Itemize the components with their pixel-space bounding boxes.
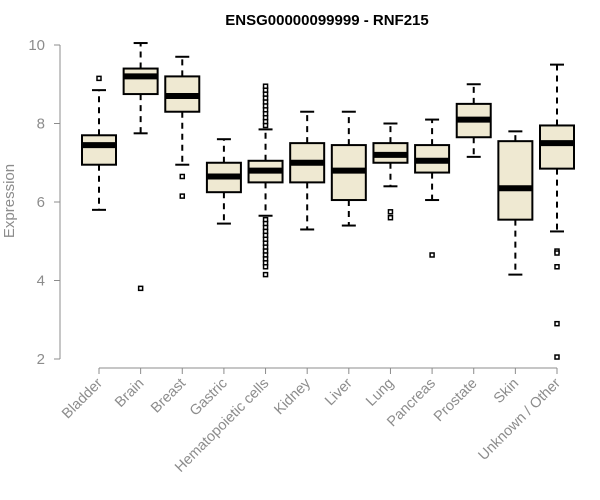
outlier-point: [429, 252, 435, 258]
box-skin: [497, 130, 534, 276]
x-tick-label: Bladder: [59, 375, 106, 422]
outlier-point: [387, 214, 394, 221]
x-tick-label: Prostate: [431, 376, 480, 425]
outlier-point: [179, 173, 186, 180]
box-hematopoietic-cells: [247, 83, 284, 278]
box-iqr: [81, 134, 117, 166]
outlier-point: [262, 271, 269, 278]
outlier-point: [179, 193, 186, 199]
y-tick-label: 10: [28, 37, 45, 54]
box-lung: [372, 122, 409, 221]
chart-title: ENSG00000099999 - RNF215: [225, 12, 428, 29]
outlier-point: [96, 75, 102, 82]
x-tick-label: Kidney: [271, 375, 314, 418]
y-tick-label: 4: [37, 273, 45, 290]
x-tick-label: Brain: [112, 376, 147, 411]
outlier-point: [554, 264, 560, 270]
box-prostate: [455, 83, 492, 158]
y-tick-label: 6: [37, 194, 45, 211]
outlier-point: [262, 83, 269, 89]
y-tick-label: 8: [37, 116, 45, 133]
y-axis-label: Expression: [1, 164, 18, 238]
box-breast: [164, 55, 201, 199]
x-tick-label: Breast: [148, 376, 189, 417]
box-bladder: [81, 75, 117, 211]
box-pancreas: [414, 118, 451, 258]
box-iqr: [122, 67, 159, 96]
box-kidney: [289, 110, 326, 231]
box-iqr: [539, 124, 575, 170]
box-unknown-other: [539, 63, 575, 360]
outlier-point: [137, 285, 144, 292]
outlier-point: [554, 250, 560, 256]
y-axis: 2 4 6 8 10: [28, 37, 61, 368]
outlier-point: [554, 354, 560, 360]
outlier-point: [387, 209, 394, 215]
x-tick-label: Liver: [322, 375, 356, 409]
box-liver: [330, 110, 367, 227]
box-gastric: [205, 138, 242, 225]
box-iqr: [497, 140, 534, 221]
outlier-point: [262, 264, 269, 270]
x-tick-label: Lung: [363, 376, 397, 410]
x-tick-label: Skin: [491, 376, 522, 407]
y-tick-label: 2: [37, 351, 45, 368]
box-brain: [122, 42, 159, 292]
outlier-point: [554, 320, 560, 327]
boxes-group: [81, 42, 575, 360]
